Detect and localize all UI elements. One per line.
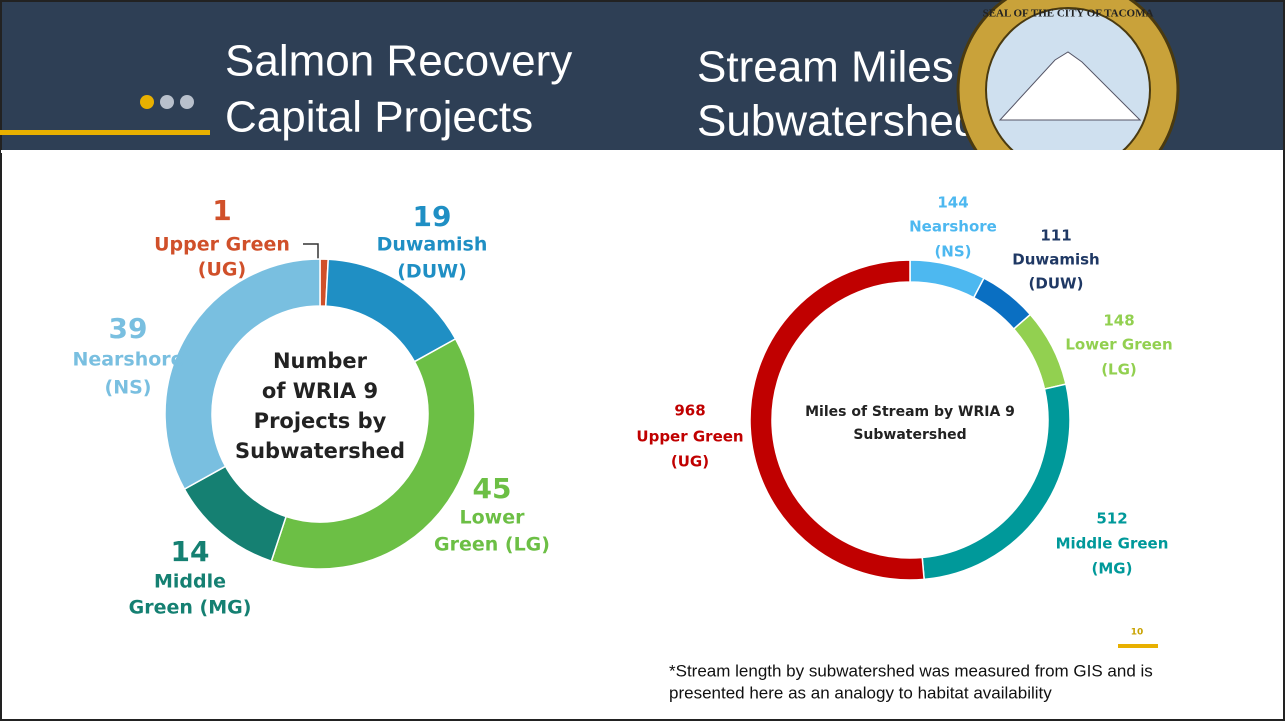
- mountain: [998, 51, 1142, 121]
- left-title: Capital Projects: [225, 93, 533, 142]
- category-label: (LG): [1101, 361, 1137, 379]
- footnote: presented here as an analogy to habitat …: [669, 683, 1052, 702]
- category-label: (UG): [671, 453, 709, 471]
- donut-slice: [1012, 313, 1067, 390]
- category-label: (DUW): [397, 261, 467, 283]
- value-label: 14: [171, 535, 210, 568]
- category-label: Upper Green: [636, 428, 743, 446]
- value-label: 968: [674, 402, 705, 420]
- category-label: Upper Green: [154, 234, 290, 256]
- category-label: Duwamish: [377, 234, 488, 256]
- value-label: 148: [1103, 312, 1134, 330]
- value-label: 144: [937, 194, 968, 212]
- category-label: (DUW): [1029, 275, 1084, 293]
- category-label: (NS): [934, 243, 971, 261]
- footnote: *Stream length by subwatershed was measu…: [669, 661, 1153, 680]
- header-edge: [1, 150, 940, 153]
- category-label: Green (MG): [129, 597, 252, 619]
- category-label: Green (LG): [434, 534, 550, 556]
- value-label: 19: [413, 200, 452, 233]
- value-label: 1: [212, 194, 231, 227]
- donut-slice: [164, 258, 321, 491]
- category-label: Lower: [460, 507, 526, 529]
- seal: SEAL OF THE CITY OF TACOMA: [940, 0, 1200, 240]
- value-label: 512: [1096, 510, 1127, 528]
- center-text: Number: [273, 349, 368, 373]
- category-label: Duwamish: [1012, 251, 1100, 269]
- center-text: Subwatershed: [853, 427, 966, 443]
- dot: [140, 95, 154, 109]
- donut-slice: [909, 259, 985, 299]
- value-label: 111: [1040, 227, 1071, 245]
- page-number: 10: [1131, 628, 1144, 638]
- center-text: Subwatershed: [235, 439, 405, 463]
- dot: [160, 95, 174, 109]
- category-label: (NS): [105, 377, 152, 399]
- page-number-line: [1118, 644, 1158, 648]
- category-label: (UG): [198, 259, 246, 281]
- category-label: (MG): [1092, 560, 1133, 578]
- category-label: Lower Green: [1065, 336, 1172, 354]
- value-label: 39: [109, 312, 148, 345]
- left-title: Salmon Recovery: [225, 37, 572, 86]
- dot: [180, 95, 194, 109]
- category-label: Nearshore: [909, 218, 997, 236]
- donut-slice: [749, 259, 925, 581]
- seal-text: SEAL OF THE CITY OF TACOMA: [983, 8, 1154, 20]
- category-label: Middle: [154, 571, 226, 593]
- value-label: 45: [473, 472, 512, 505]
- center-text: Projects by: [254, 409, 387, 433]
- donut-slice: [270, 337, 476, 570]
- seal-mask: [940, 150, 1200, 240]
- category-label: Nearshore: [72, 349, 183, 371]
- center-text: Miles of Stream by WRIA 9: [805, 404, 1015, 420]
- category-label: Middle Green: [1056, 535, 1169, 553]
- leader-line: [303, 243, 319, 262]
- center-text: of WRIA 9: [262, 379, 378, 403]
- right-title: Subwatershed: [697, 97, 978, 146]
- accent-line: [0, 130, 210, 135]
